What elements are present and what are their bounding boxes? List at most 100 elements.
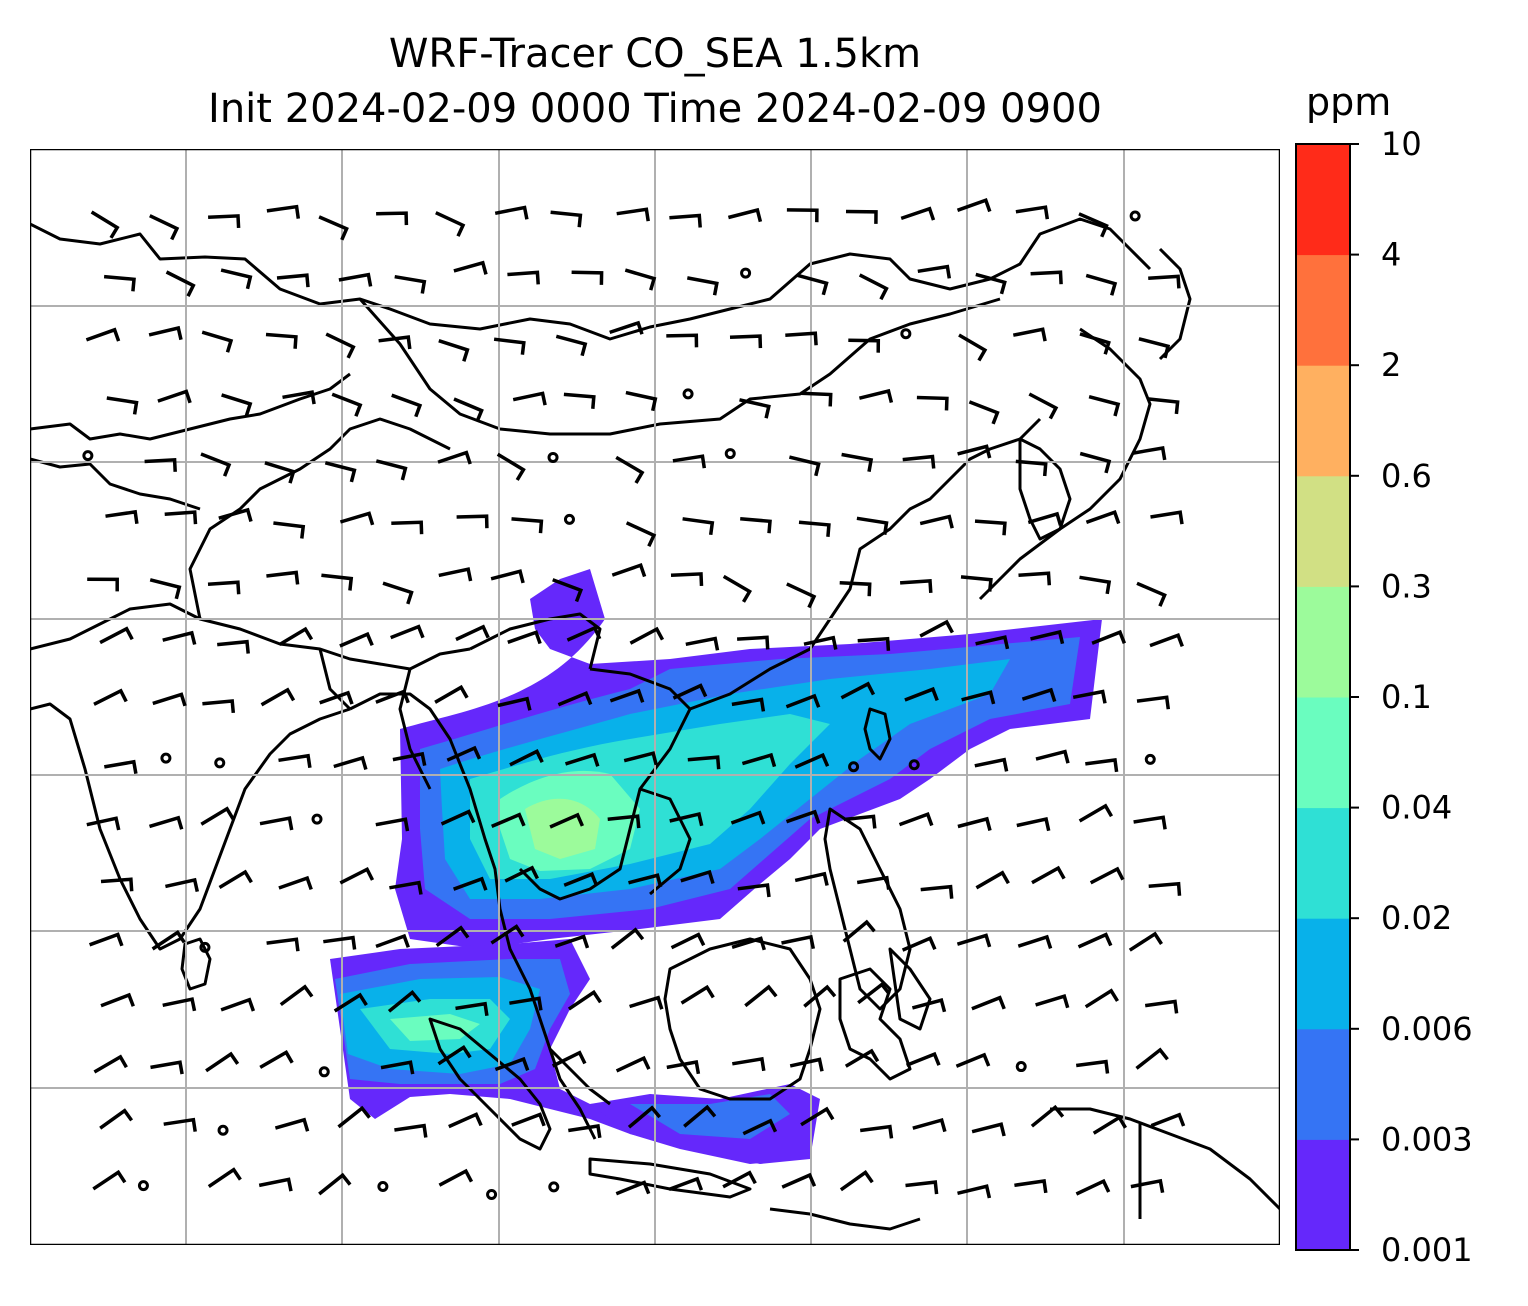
wind-barb xyxy=(497,696,532,711)
wind-barb xyxy=(202,699,236,714)
coastline-segment xyxy=(30,702,351,951)
colorbar-unit-label: ppm xyxy=(1306,80,1392,124)
wind-barb xyxy=(563,871,599,887)
calm-wind-marker xyxy=(740,267,752,279)
wind-barb xyxy=(380,1060,415,1075)
calm-wind-marker xyxy=(724,448,736,460)
wind-barb xyxy=(165,877,200,892)
wind-barb xyxy=(201,330,234,353)
wind-barb xyxy=(1089,866,1125,885)
wind-barb xyxy=(504,865,539,883)
wind-barb xyxy=(509,996,543,1011)
coastline-segment xyxy=(1050,1107,1280,1211)
coastline-segment xyxy=(30,602,471,671)
wind-barb xyxy=(259,1050,294,1069)
wind-barb xyxy=(968,400,1000,425)
wind-barb xyxy=(93,688,128,706)
wind-barb xyxy=(974,519,1007,536)
wind-barb xyxy=(453,397,484,423)
wind-barb xyxy=(916,395,949,411)
wind-barb xyxy=(438,1168,474,1187)
wind-barb xyxy=(1084,988,1119,1009)
wind-barb xyxy=(507,630,542,645)
wind-barb xyxy=(1035,749,1070,764)
wind-barb xyxy=(552,578,584,603)
calm-wind-marker xyxy=(682,388,694,400)
coastline-segment xyxy=(349,692,611,1106)
colorbar-tick-label: 0.1 xyxy=(1381,678,1432,716)
wind-barb xyxy=(378,335,412,350)
wind-barb xyxy=(975,870,1010,890)
coastline-segment xyxy=(639,787,692,896)
wind-barb xyxy=(99,626,134,645)
wind-barb xyxy=(1136,695,1171,710)
wind-barb xyxy=(494,1056,530,1072)
wind-barb xyxy=(844,1048,880,1068)
wind-barb xyxy=(842,919,876,943)
wind-barb xyxy=(672,683,708,700)
wind-barb xyxy=(144,457,177,472)
coastline-segment xyxy=(188,417,451,620)
wind-barb xyxy=(1132,445,1167,461)
wind-barb xyxy=(150,1060,184,1075)
wind-barb xyxy=(857,636,891,651)
wind-barb xyxy=(623,751,658,766)
tracer-contour-band xyxy=(390,1014,480,1041)
wind-barb xyxy=(551,1050,587,1068)
wind-barb xyxy=(1148,274,1181,289)
wind-barb xyxy=(205,1051,240,1073)
wind-barb xyxy=(902,454,936,469)
wind-barb xyxy=(858,273,889,301)
coastline-segment xyxy=(978,327,1152,601)
wind-barb xyxy=(1144,999,1179,1014)
wind-barb xyxy=(149,214,180,241)
calm-wind-marker xyxy=(318,1066,330,1078)
wind-barb xyxy=(901,936,937,952)
colorbar-tick-label: 0.3 xyxy=(1381,567,1432,605)
calm-wind-marker xyxy=(908,759,920,771)
wind-barb xyxy=(455,1001,489,1016)
wind-barb xyxy=(848,338,881,353)
wind-barb xyxy=(375,689,410,704)
wind-barb xyxy=(106,396,139,415)
wind-barb xyxy=(157,389,192,404)
wind-barb xyxy=(318,1172,352,1196)
wind-barb xyxy=(376,211,409,226)
wind-barb xyxy=(974,757,1009,772)
wind-barb xyxy=(1027,511,1063,526)
wind-barb xyxy=(490,569,525,584)
wind-barb xyxy=(686,276,719,296)
wind-barb xyxy=(797,273,829,296)
wind-barb xyxy=(1078,803,1114,823)
wind-barb xyxy=(274,1117,310,1132)
wind-barb xyxy=(687,755,721,770)
colorbar-tick-label: 0.001 xyxy=(1381,1231,1473,1269)
calm-wind-marker xyxy=(1015,1061,1027,1073)
coastline-segment xyxy=(1018,437,1072,541)
wind-barb xyxy=(264,461,296,484)
wind-barb xyxy=(971,1122,1006,1137)
wind-barb xyxy=(90,210,120,239)
colorbar-tick-label: 0.04 xyxy=(1381,789,1452,827)
coastline-segment xyxy=(1158,247,1192,361)
wind-barb xyxy=(1085,509,1121,525)
wind-barb xyxy=(666,333,699,348)
wind-barb xyxy=(1092,1115,1127,1135)
wind-barb xyxy=(1021,687,1057,703)
wind-barb xyxy=(898,811,934,827)
wind-barb xyxy=(324,461,357,483)
wind-barb xyxy=(568,1124,602,1139)
coastline-segment xyxy=(863,707,892,761)
wind-barb xyxy=(221,393,253,416)
calm-wind-marker xyxy=(1129,210,1141,222)
wind-barb xyxy=(149,578,182,600)
map-panel xyxy=(30,149,1280,1245)
wind-barb xyxy=(276,273,310,288)
calm-wind-marker xyxy=(848,761,860,773)
wind-barb xyxy=(220,268,253,290)
wind-barb xyxy=(260,687,296,707)
wind-barb xyxy=(394,1123,428,1138)
calm-wind-marker xyxy=(563,513,575,525)
wind-barb xyxy=(785,693,821,709)
wind-barb xyxy=(615,455,645,484)
